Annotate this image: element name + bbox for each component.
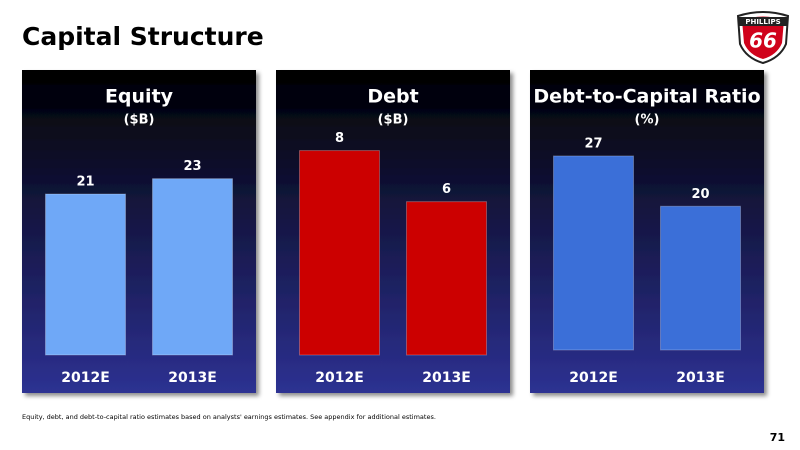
value-label: 20 (691, 187, 709, 202)
x-tick-label: 2012E (61, 370, 110, 386)
value-label: 27 (584, 136, 602, 151)
logo-number: 66 (749, 29, 777, 53)
x-tick-label: 2012E (315, 370, 364, 386)
logo: PHILLIPS 66 (736, 11, 790, 65)
chart-panel: Equity ($B) 21 2012E 23 2013E (22, 70, 256, 393)
chart-title: Debt-to-Capital Ratio (533, 86, 760, 108)
value-label: 21 (76, 175, 94, 190)
bar (45, 193, 126, 356)
chart-subtitle: ($B) (124, 113, 155, 128)
value-label: 23 (183, 159, 201, 174)
value-label: 6 (442, 182, 451, 197)
chart-title: Debt (367, 86, 418, 108)
bar (660, 205, 741, 351)
chart-title: Equity (105, 86, 174, 108)
value-label: 8 (335, 131, 344, 146)
page-number: 71 (770, 431, 785, 444)
panels: Equity ($B) 21 2012E 23 2013E Debt ($B) 8 2012E 6 2… (22, 70, 764, 393)
logo-name: PHILLIPS (745, 18, 780, 26)
slide-title: Capital Structure (22, 22, 264, 51)
chart-panel: Debt-to-Capital Ratio (%) 27 2012E 20 2013E (530, 70, 764, 393)
bar (406, 201, 487, 356)
chart-subtitle: ($B) (378, 113, 409, 128)
x-tick-label: 2012E (569, 370, 618, 386)
x-tick-label: 2013E (168, 370, 217, 386)
bar (152, 178, 233, 356)
x-tick-label: 2013E (676, 370, 725, 386)
footnote: Equity, debt, and debt-to-capital ratio … (22, 413, 436, 421)
chart-panel: Debt ($B) 8 2012E 6 2013E (276, 70, 510, 393)
bar (553, 155, 634, 351)
x-tick-label: 2013E (422, 370, 471, 386)
chart-subtitle: (%) (635, 113, 660, 128)
bar (299, 150, 380, 356)
